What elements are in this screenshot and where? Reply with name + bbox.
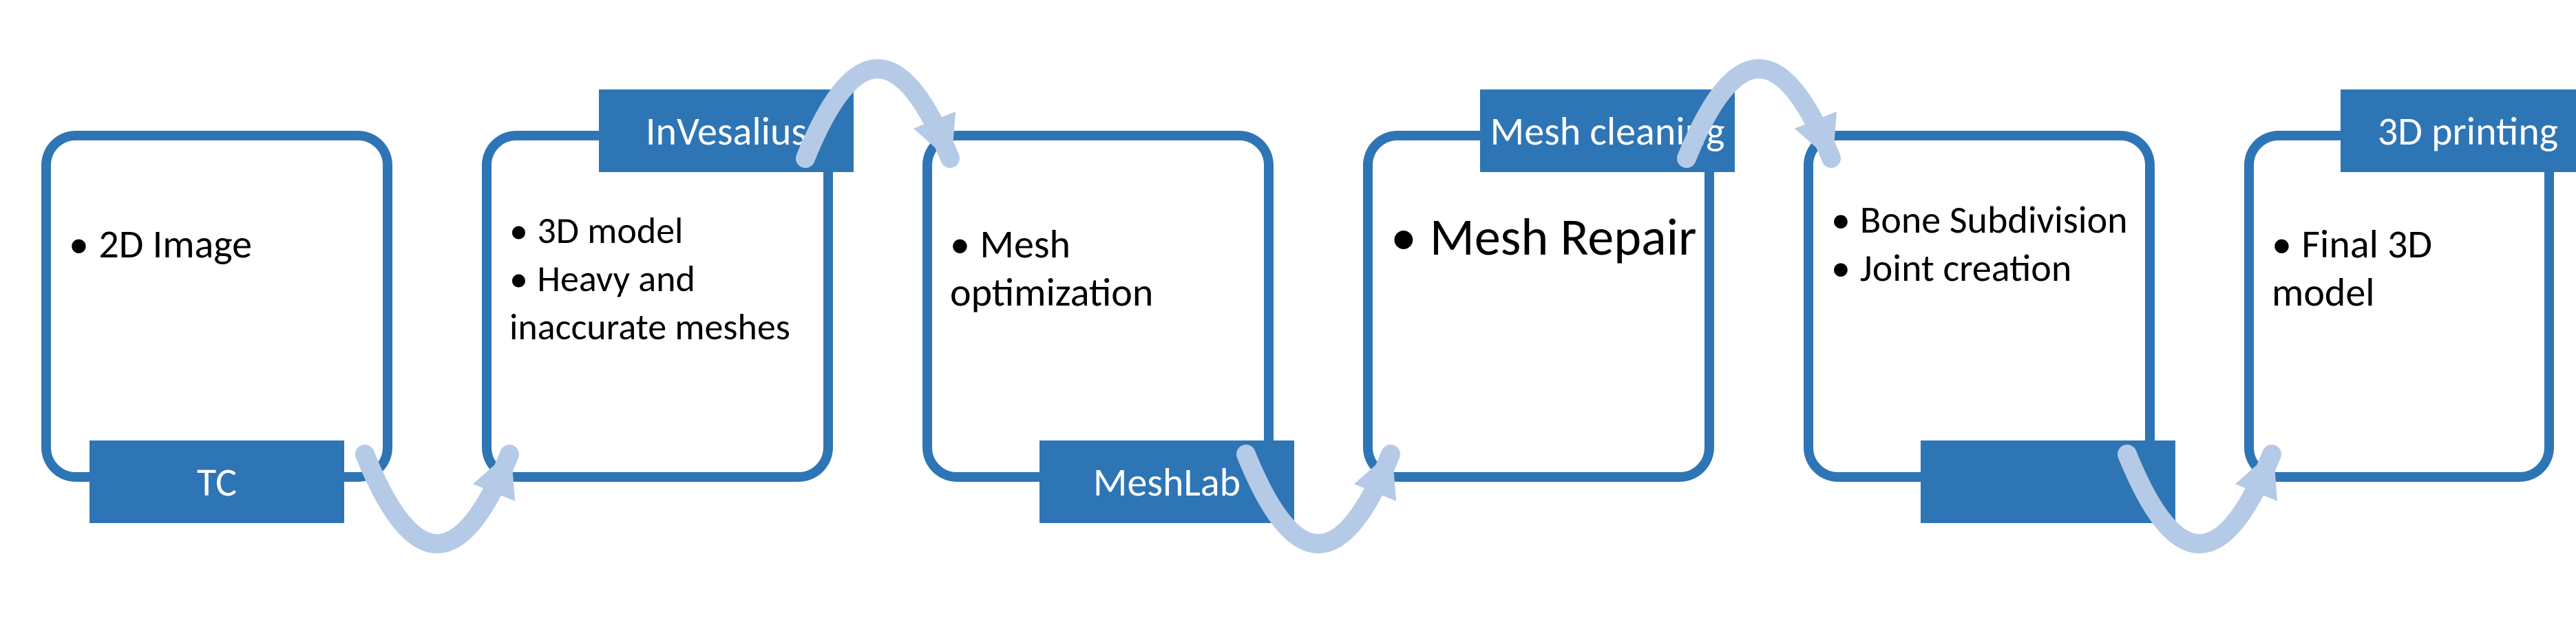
flowchart-stage: 2D ImageTC3D modelHeavy and inaccurate m… (0, 0, 2576, 627)
flow-arrow-4 (0, 0, 2576, 627)
